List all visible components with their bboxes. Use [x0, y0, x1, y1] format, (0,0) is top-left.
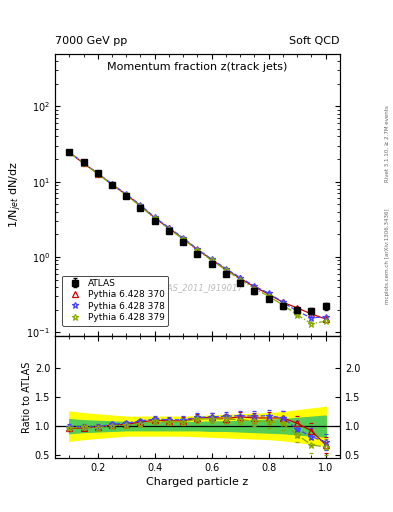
- Text: ATLAS_2011_I919017: ATLAS_2011_I919017: [152, 283, 243, 292]
- Y-axis label: 1/N$_{jet}$ dN/dz: 1/N$_{jet}$ dN/dz: [7, 161, 24, 228]
- Text: mcplots.cern.ch [arXiv:1306.3436]: mcplots.cern.ch [arXiv:1306.3436]: [385, 208, 389, 304]
- Legend: ATLAS, Pythia 6.428 370, Pythia 6.428 378, Pythia 6.428 379: ATLAS, Pythia 6.428 370, Pythia 6.428 37…: [62, 275, 168, 326]
- Text: Soft QCD: Soft QCD: [290, 36, 340, 46]
- Text: Rivet 3.1.10, ≥ 2.7M events: Rivet 3.1.10, ≥ 2.7M events: [385, 105, 389, 182]
- Text: Momentum fraction z(track jets): Momentum fraction z(track jets): [107, 62, 288, 72]
- Text: 7000 GeV pp: 7000 GeV pp: [55, 36, 127, 46]
- X-axis label: Charged particle z: Charged particle z: [146, 477, 249, 487]
- Y-axis label: Ratio to ATLAS: Ratio to ATLAS: [22, 361, 32, 433]
